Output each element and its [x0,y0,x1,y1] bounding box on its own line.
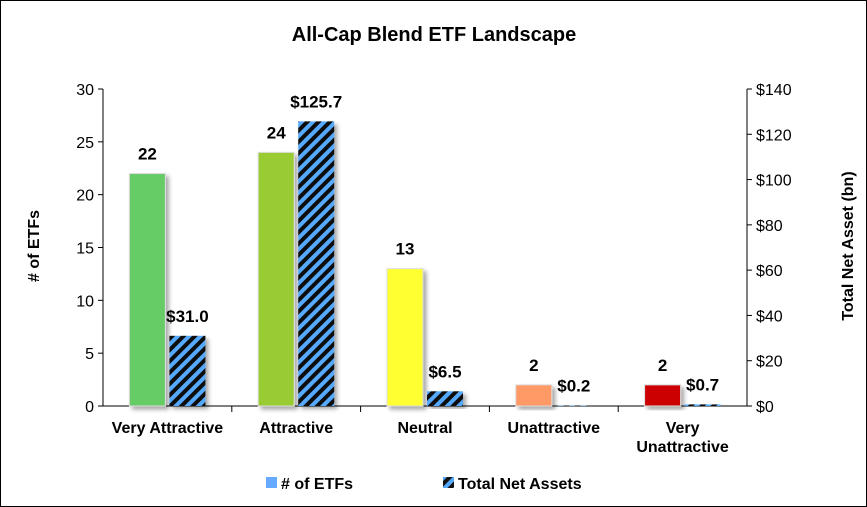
legend: # of ETFs Total Net Assets [266,476,582,493]
data-label-etf-count: 24 [267,123,286,142]
y-tick-label: 15 [76,241,94,258]
y2-tick-label: $80 [756,218,783,235]
x-tick-label-line: Attractive [259,420,333,437]
data-label-net-assets: $6.5 [428,362,461,381]
y2-tick-label: $20 [756,354,783,371]
bar-etf-count [515,384,553,407]
x-tick-label: Neutral [397,420,452,437]
x-tick-label-line: Neutral [397,420,452,437]
bar-net-assets [427,391,463,406]
axes: 0 5 10 15 20 25 30 $0 $20 $40 $60 $80 $100 $120 $140 Ve… [76,82,791,456]
x-tick-label-line: Very Attractive [112,420,224,437]
bar-net-assets [169,335,206,406]
legend-label-etf-count: # of ETFs [281,476,353,493]
y-tick-label: 20 [76,188,94,205]
y2-tick-label: $100 [756,173,792,190]
data-label-etf-count: 22 [138,145,157,164]
y-tick-label: 30 [76,82,94,99]
bar-etf-count [644,384,682,407]
data-label-net-assets: $0.7 [686,375,719,394]
legend-swatch-etf-count [266,477,277,488]
bar-net-assets [298,121,335,407]
y-tick-label: 10 [76,293,94,310]
y2-tick-label: $140 [756,82,792,99]
y2-axis-label: Total Net Asset (bn) [840,171,857,320]
y-tick-label: 25 [76,135,94,152]
y2-tick-label: $0 [756,399,774,416]
data-label-net-assets: $31.0 [166,307,209,326]
data-label-etf-count: 13 [396,240,415,259]
bar-net-assets [684,404,721,406]
x-tick-label-line: Very [666,420,700,437]
y2-tick-label: $120 [756,127,792,144]
x-tick-label-line: Unattractive [508,420,601,437]
x-tick-label: Very Attractive [112,420,224,437]
x-tick-label-line: Unattractive [636,439,729,456]
y-axis-label: # of ETFs [26,210,43,282]
y-tick-label: 0 [85,399,94,416]
chart-title: All-Cap Blend ETF Landscape [292,24,576,46]
x-tick-label: Very Unattractive [636,420,729,456]
bar-etf-count [257,151,295,407]
data-label-etf-count: 2 [658,356,667,375]
x-tick-label: Unattractive [508,420,601,437]
data-label-net-assets: $125.7 [290,92,342,111]
y2-tick-label: $60 [756,263,783,280]
bar-etf-count [128,173,166,407]
bars: 22 $31.0 24$125.7 13 $6.5 2 $0.2 2 $0.7 [128,92,721,407]
bar-net-assets [555,405,592,407]
legend-swatch-net-assets [443,477,454,488]
y-tick-label: 5 [85,346,94,363]
x-tick-label: Attractive [259,420,333,437]
data-label-etf-count: 2 [529,356,538,375]
data-label-net-assets: $0.2 [557,377,590,396]
y2-tick-label: $40 [756,308,783,325]
bar-etf-count [386,268,424,407]
legend-label-net-assets: Total Net Assets [458,476,582,493]
